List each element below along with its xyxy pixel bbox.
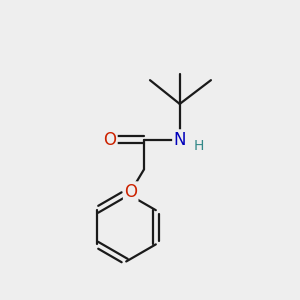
Text: O: O [103,130,116,148]
Text: O: O [124,183,137,201]
Text: H: H [194,139,204,152]
Text: N: N [173,130,186,148]
